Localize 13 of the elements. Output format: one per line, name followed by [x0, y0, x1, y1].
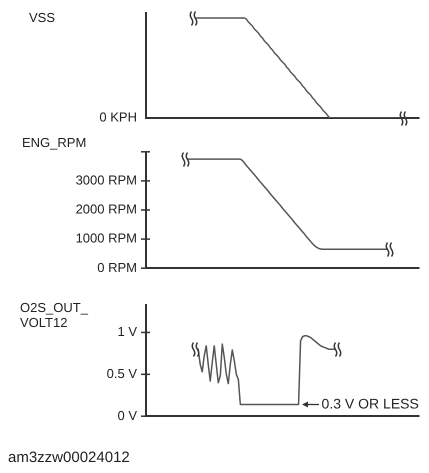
y-tick-label: 3000 RPM: [76, 172, 137, 188]
y-axis-title: ENG_RPM: [22, 135, 88, 150]
y-tick-label: 0 V: [117, 408, 138, 423]
text: am3zzw00024012: [8, 449, 130, 467]
y-tick-label: 0.5 V: [106, 366, 138, 381]
y-axis-title: O2S_OUT_VOLT12: [20, 300, 90, 330]
y-tick-label: 0 RPM: [97, 260, 137, 275]
y-tick-label: 2000 RPM: [76, 202, 137, 217]
text: 0 KPH: [99, 110, 137, 125]
y-tick-label: 1000 RPM: [76, 230, 137, 246]
y-tick-label: 1 V: [117, 324, 138, 340]
y-axis-title: VSS: [29, 10, 56, 25]
annotation: 0.3 V OR LESS: [322, 395, 419, 412]
